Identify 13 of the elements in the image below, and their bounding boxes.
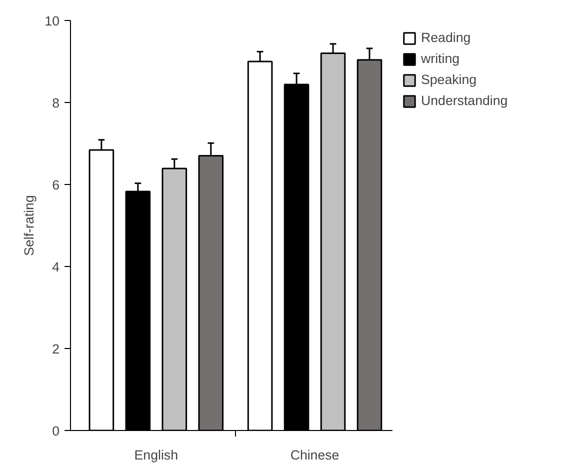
y-tick-label: 8 <box>52 96 60 110</box>
x-tick-label: Chinese <box>290 448 340 462</box>
y-tick-label: 2 <box>52 342 60 356</box>
y-tick-label: 10 <box>44 14 60 28</box>
y-tick-label: 6 <box>52 178 60 192</box>
y-tick-label: 4 <box>52 260 60 274</box>
legend-label: writing <box>421 51 460 66</box>
y-tick-label: 0 <box>52 424 60 438</box>
legend-label: Speaking <box>421 72 477 87</box>
x-tick-label: English <box>134 448 178 462</box>
y-axis-title: Self-rating <box>22 195 37 256</box>
legend-label: Reading <box>421 30 471 45</box>
legend-label: Understanding <box>421 93 508 108</box>
